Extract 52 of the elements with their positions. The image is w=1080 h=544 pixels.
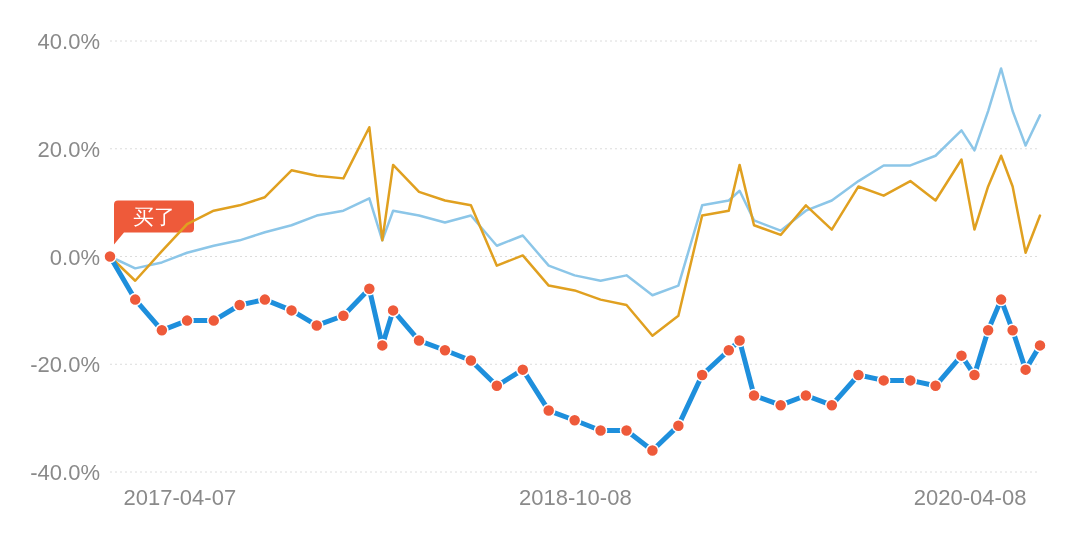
y-tick-label: -20.0% <box>30 352 100 378</box>
point <box>180 313 194 328</box>
point <box>362 282 377 296</box>
x-tick-label: 2020-04-08 <box>913 485 1027 510</box>
point <box>967 368 982 382</box>
y-tick-label: 0.0% <box>49 244 100 270</box>
point <box>722 343 736 357</box>
point <box>645 443 660 458</box>
point <box>994 292 1008 307</box>
point <box>232 298 247 312</box>
point <box>516 362 530 377</box>
point <box>695 368 709 382</box>
point <box>128 292 142 307</box>
x-tick-label: 2017-04-07 <box>123 485 237 510</box>
point <box>1018 362 1033 377</box>
point <box>412 333 426 348</box>
y-tick-label: -40.0% <box>30 460 100 485</box>
point <box>310 318 324 333</box>
point <box>732 333 747 348</box>
point <box>1005 323 1020 338</box>
callout: 买了 <box>114 200 194 245</box>
point <box>876 373 891 388</box>
point <box>851 368 866 382</box>
point <box>671 418 686 433</box>
annotation: 买了 <box>133 204 175 228</box>
point <box>747 388 761 403</box>
point <box>375 338 390 353</box>
point <box>825 398 839 412</box>
point <box>954 348 969 363</box>
point <box>206 313 221 328</box>
point <box>1033 338 1047 353</box>
point <box>619 423 634 438</box>
point <box>903 373 918 388</box>
point <box>593 423 608 438</box>
point <box>799 388 813 403</box>
point <box>541 403 556 418</box>
point <box>336 309 351 323</box>
point <box>386 303 400 318</box>
point <box>928 379 943 393</box>
y-tick-label: 40.0% <box>37 29 100 54</box>
point <box>464 353 478 368</box>
point <box>773 398 788 412</box>
point <box>438 343 452 357</box>
point <box>567 413 582 428</box>
point <box>981 323 995 338</box>
point <box>490 379 504 393</box>
point <box>103 249 117 264</box>
point <box>258 292 272 307</box>
x-tick-label: 2018-10-08 <box>519 485 632 510</box>
y-tick-label: 20.0% <box>37 136 100 162</box>
point <box>284 303 299 318</box>
point <box>155 323 169 338</box>
